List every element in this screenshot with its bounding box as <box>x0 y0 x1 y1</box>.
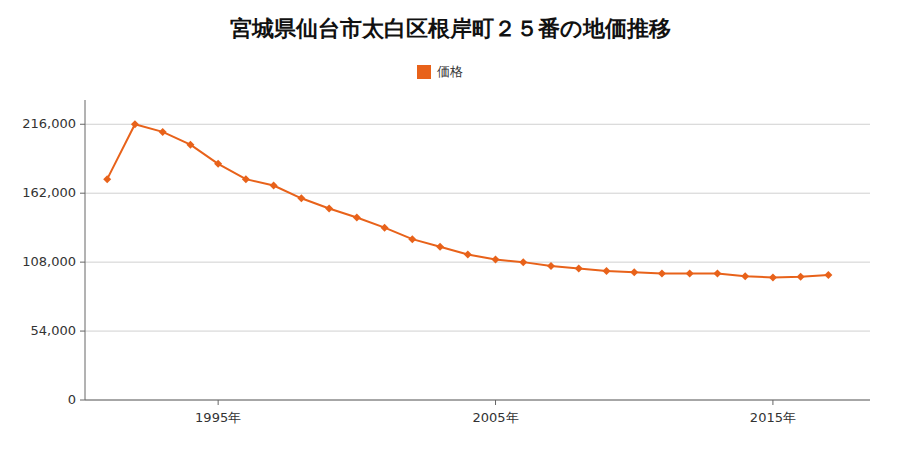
y-tick <box>80 400 85 401</box>
marker <box>547 262 555 270</box>
x-tick <box>218 400 219 405</box>
x-tick-label: 2005年 <box>472 410 518 425</box>
marker <box>575 265 583 273</box>
legend-swatch <box>417 65 431 79</box>
plot-area <box>103 120 832 281</box>
chart-container: 宮城県仙台市太白区根岸町２５番の地価推移 0 54,000 108,000 162,00… <box>0 0 900 450</box>
marker <box>353 213 361 221</box>
marker <box>242 175 250 183</box>
marker <box>381 224 389 232</box>
marker <box>103 175 111 183</box>
x-tick-label: 2015年 <box>750 410 796 425</box>
y-tick-label: 0 <box>68 392 76 407</box>
marker <box>270 182 278 190</box>
y-axis-line <box>85 100 86 400</box>
y-tick-label: 108,000 <box>22 254 76 269</box>
marker <box>325 205 333 213</box>
marker <box>630 268 638 276</box>
marker <box>131 120 139 128</box>
grid-line <box>85 400 870 401</box>
marker <box>713 270 721 278</box>
marker <box>408 235 416 243</box>
marker <box>186 141 194 149</box>
y-tick <box>80 193 85 194</box>
marker <box>602 267 610 275</box>
marker <box>159 128 167 136</box>
grid-line <box>85 193 870 194</box>
marker <box>824 271 832 279</box>
marker <box>297 194 305 202</box>
marker <box>492 256 500 264</box>
marker <box>436 243 444 251</box>
marker <box>769 273 777 281</box>
grid-line <box>85 124 870 125</box>
marker <box>519 258 527 266</box>
y-tick-label: 216,000 <box>22 116 76 131</box>
grid-line <box>85 262 870 263</box>
y-tick-label: 162,000 <box>22 185 76 200</box>
marker <box>464 250 472 258</box>
x-axis-line <box>85 400 870 401</box>
line <box>107 124 828 277</box>
marker <box>214 160 222 168</box>
y-tick-label: 54,000 <box>31 323 77 338</box>
x-tick-label: 1995年 <box>195 410 241 425</box>
y-tick <box>80 262 85 263</box>
axes: 0 54,000 108,000 162,000 216,000 1995年 2005年 20… <box>22 100 870 425</box>
grid-line <box>85 331 870 332</box>
title: 宮城県仙台市太白区根岸町２５番の地価推移 <box>230 16 671 41</box>
x-tick <box>772 400 773 405</box>
chart: 宮城県仙台市太白区根岸町２５番の地価推移 0 54,000 108,000 162,00… <box>0 0 900 450</box>
legend: 価格 <box>417 64 463 80</box>
marker <box>686 270 694 278</box>
marker <box>797 273 805 281</box>
x-tick <box>495 400 496 405</box>
marker <box>658 270 666 278</box>
y-tick <box>80 331 85 332</box>
legend-label: 価格 <box>437 64 463 79</box>
marker <box>741 272 749 280</box>
y-tick <box>80 124 85 125</box>
